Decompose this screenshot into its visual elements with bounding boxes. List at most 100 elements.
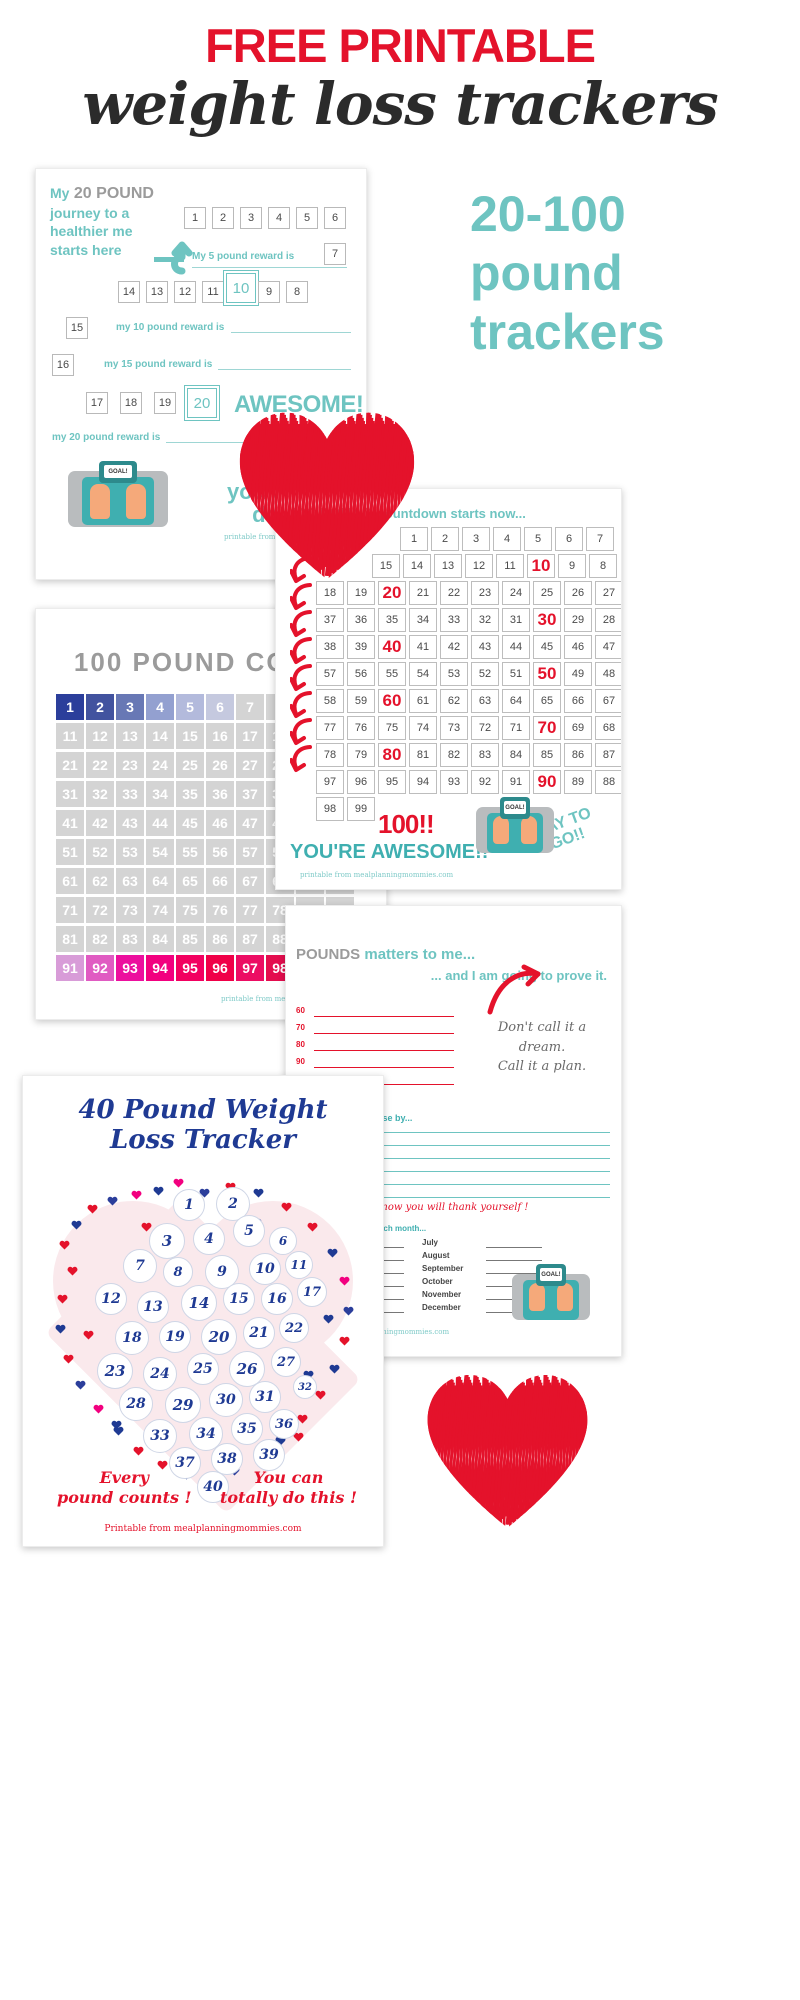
countdown-cell-9[interactable]: 9 bbox=[558, 554, 586, 578]
countdown-cell-93[interactable]: 93 bbox=[440, 770, 468, 794]
tracker40-circle-38[interactable]: 38 bbox=[211, 1443, 243, 1475]
count100-cell-5[interactable]: 5 bbox=[176, 694, 204, 720]
countdown-cell-86[interactable]: 86 bbox=[564, 743, 592, 767]
printable-why-page[interactable]: POUNDS matters to me... ... and I am goi… bbox=[285, 905, 622, 1357]
countdown-cell-81[interactable]: 81 bbox=[409, 743, 437, 767]
tracker20-reward-10-line[interactable] bbox=[231, 332, 351, 333]
tracker20-cell-17[interactable]: 17 bbox=[86, 392, 108, 414]
countdown-cell-18[interactable]: 18 bbox=[316, 581, 344, 605]
tracker20-reward-15-line[interactable] bbox=[218, 369, 351, 370]
tracker20-reward-5-line[interactable] bbox=[192, 267, 347, 268]
count100-cell-31[interactable]: 31 bbox=[56, 781, 84, 807]
countdown-cell-13[interactable]: 13 bbox=[434, 554, 462, 578]
countdown-cell-59[interactable]: 59 bbox=[347, 689, 375, 713]
count100-cell-73[interactable]: 73 bbox=[116, 897, 144, 923]
tracker20-cell-19[interactable]: 19 bbox=[154, 392, 176, 414]
why-note-line[interactable] bbox=[296, 1171, 610, 1172]
tracker40-circle-25[interactable]: 25 bbox=[187, 1353, 219, 1385]
countdown-cell-97[interactable]: 97 bbox=[316, 770, 344, 794]
countdown-cell-90[interactable]: 90 bbox=[533, 770, 561, 794]
countdown-cell-51[interactable]: 51 bbox=[502, 662, 530, 686]
tracker40-circle-39[interactable]: 39 bbox=[253, 1439, 285, 1471]
countdown-cell-47[interactable]: 47 bbox=[595, 635, 621, 659]
tracker40-circle-16[interactable]: 16 bbox=[261, 1283, 293, 1315]
count100-cell-43[interactable]: 43 bbox=[116, 810, 144, 836]
countdown-cell-49[interactable]: 49 bbox=[564, 662, 592, 686]
countdown-cell-75[interactable]: 75 bbox=[378, 716, 406, 740]
countdown-cell-2[interactable]: 2 bbox=[431, 527, 459, 551]
tracker20-cell-11[interactable]: 11 bbox=[202, 281, 224, 303]
tracker20-cell-8[interactable]: 8 bbox=[286, 281, 308, 303]
countdown-cell-55[interactable]: 55 bbox=[378, 662, 406, 686]
countdown-cell-82[interactable]: 82 bbox=[440, 743, 468, 767]
countdown-cell-14[interactable]: 14 bbox=[403, 554, 431, 578]
countdown-cell-32[interactable]: 32 bbox=[471, 608, 499, 632]
countdown-cell-87[interactable]: 87 bbox=[595, 743, 621, 767]
countdown-cell-35[interactable]: 35 bbox=[378, 608, 406, 632]
count100-cell-85[interactable]: 85 bbox=[176, 926, 204, 952]
count100-cell-86[interactable]: 86 bbox=[206, 926, 234, 952]
tracker20-cell-1[interactable]: 1 bbox=[184, 207, 206, 229]
count100-cell-25[interactable]: 25 bbox=[176, 752, 204, 778]
count100-cell-46[interactable]: 46 bbox=[206, 810, 234, 836]
count100-cell-67[interactable]: 67 bbox=[236, 868, 264, 894]
tracker40-circle-27[interactable]: 27 bbox=[271, 1347, 301, 1377]
countdown-cell-60[interactable]: 60 bbox=[378, 689, 406, 713]
tracker40-circle-10[interactable]: 10 bbox=[249, 1253, 281, 1285]
tracker20-cell-4[interactable]: 4 bbox=[268, 207, 290, 229]
countdown-cell-41[interactable]: 41 bbox=[409, 635, 437, 659]
count100-cell-61[interactable]: 61 bbox=[56, 868, 84, 894]
countdown-cell-43[interactable]: 43 bbox=[471, 635, 499, 659]
countdown-cell-6[interactable]: 6 bbox=[555, 527, 583, 551]
count100-cell-57[interactable]: 57 bbox=[236, 839, 264, 865]
countdown-cell-78[interactable]: 78 bbox=[316, 743, 344, 767]
count100-cell-87[interactable]: 87 bbox=[236, 926, 264, 952]
countdown-cell-74[interactable]: 74 bbox=[409, 716, 437, 740]
count100-cell-32[interactable]: 32 bbox=[86, 781, 114, 807]
count100-cell-81[interactable]: 81 bbox=[56, 926, 84, 952]
countdown-cell-94[interactable]: 94 bbox=[409, 770, 437, 794]
countdown-cell-4[interactable]: 4 bbox=[493, 527, 521, 551]
tracker40-circle-21[interactable]: 21 bbox=[243, 1317, 275, 1349]
countdown-cell-50[interactable]: 50 bbox=[533, 662, 561, 686]
count100-cell-63[interactable]: 63 bbox=[116, 868, 144, 894]
count100-cell-17[interactable]: 17 bbox=[236, 723, 264, 749]
tracker40-circle-5[interactable]: 5 bbox=[233, 1215, 265, 1247]
count100-cell-97[interactable]: 97 bbox=[236, 955, 264, 981]
countdown-cell-37[interactable]: 37 bbox=[316, 608, 344, 632]
tracker40-circle-40[interactable]: 40 bbox=[197, 1471, 229, 1503]
count100-cell-96[interactable]: 96 bbox=[206, 955, 234, 981]
count100-cell-27[interactable]: 27 bbox=[236, 752, 264, 778]
count100-cell-74[interactable]: 74 bbox=[146, 897, 174, 923]
tracker20-cell-15[interactable]: 15 bbox=[66, 317, 88, 339]
count100-cell-35[interactable]: 35 bbox=[176, 781, 204, 807]
count100-cell-26[interactable]: 26 bbox=[206, 752, 234, 778]
count100-cell-71[interactable]: 71 bbox=[56, 897, 84, 923]
count100-cell-34[interactable]: 34 bbox=[146, 781, 174, 807]
countdown-cell-20[interactable]: 20 bbox=[378, 581, 406, 605]
tracker40-circle-31[interactable]: 31 bbox=[249, 1381, 281, 1413]
count100-cell-45[interactable]: 45 bbox=[176, 810, 204, 836]
count100-cell-54[interactable]: 54 bbox=[146, 839, 174, 865]
countdown-cell-25[interactable]: 25 bbox=[533, 581, 561, 605]
countdown-cell-56[interactable]: 56 bbox=[347, 662, 375, 686]
why-weight-line[interactable] bbox=[314, 1084, 454, 1085]
countdown-cell-77[interactable]: 77 bbox=[316, 716, 344, 740]
count100-cell-82[interactable]: 82 bbox=[86, 926, 114, 952]
countdown-cell-99[interactable]: 99 bbox=[347, 797, 375, 821]
countdown-cell-53[interactable]: 53 bbox=[440, 662, 468, 686]
why-weight-line[interactable] bbox=[314, 1033, 454, 1034]
countdown-cell-45[interactable]: 45 bbox=[533, 635, 561, 659]
why-month-line[interactable] bbox=[486, 1260, 542, 1261]
tracker40-circle-36[interactable]: 36 bbox=[269, 1409, 299, 1439]
countdown-cell-72[interactable]: 72 bbox=[471, 716, 499, 740]
countdown-cell-19[interactable]: 19 bbox=[347, 581, 375, 605]
countdown-cell-58[interactable]: 58 bbox=[316, 689, 344, 713]
count100-cell-4[interactable]: 4 bbox=[146, 694, 174, 720]
why-note-line[interactable] bbox=[296, 1197, 610, 1198]
count100-cell-15[interactable]: 15 bbox=[176, 723, 204, 749]
countdown-cell-61[interactable]: 61 bbox=[409, 689, 437, 713]
count100-cell-16[interactable]: 16 bbox=[206, 723, 234, 749]
why-month-line[interactable] bbox=[486, 1247, 542, 1248]
printable-20-pound-tracker[interactable]: My 20 POUND journey to a healthier me st… bbox=[35, 168, 367, 580]
